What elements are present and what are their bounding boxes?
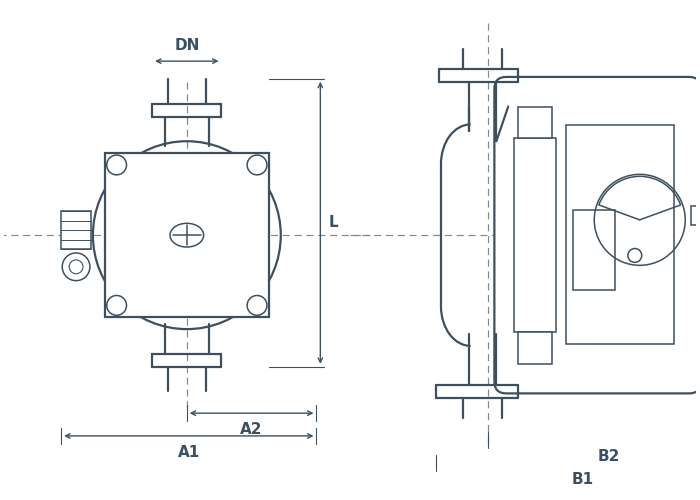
Bar	[518, 332, 552, 364]
FancyBboxPatch shape	[494, 77, 700, 394]
Bar	[514, 138, 556, 332]
Text: DN: DN	[174, 38, 200, 53]
Text: B2: B2	[597, 449, 620, 464]
Text: A1: A1	[178, 445, 200, 460]
Bar	[61, 212, 91, 249]
Bar	[518, 106, 552, 138]
Bar	[573, 210, 615, 290]
Text: L: L	[328, 216, 338, 230]
Text: A2: A2	[240, 422, 263, 437]
Bar	[566, 126, 674, 344]
Bar	[691, 206, 700, 226]
Bar	[105, 153, 269, 317]
Text: B1: B1	[571, 472, 594, 486]
